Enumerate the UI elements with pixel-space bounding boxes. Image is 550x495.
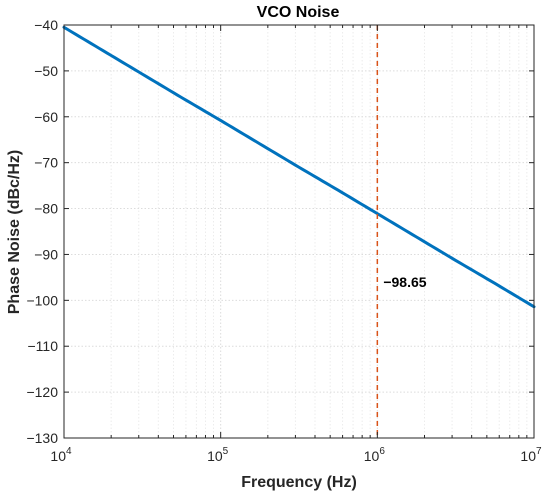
plot-frame xyxy=(63,24,535,439)
y-tick-label: −110 xyxy=(28,338,59,354)
y-tick-label: −40 xyxy=(34,17,58,33)
y-tick-label: −50 xyxy=(34,63,58,79)
y-axis-label: Phase Noise (dBc/Hz) xyxy=(6,150,23,314)
x-tick-label: 105 xyxy=(207,446,229,464)
y-tick-label: −80 xyxy=(34,201,58,217)
plot-area xyxy=(64,25,534,438)
grid xyxy=(63,24,534,439)
y-tick-label: −120 xyxy=(26,384,58,400)
x-tick-label: 106 xyxy=(364,446,386,464)
y-tick-label: −130 xyxy=(26,430,58,446)
annotation-layer: −98.65 xyxy=(383,274,426,290)
y-tick-label: −90 xyxy=(34,246,58,262)
y-tick-label: −70 xyxy=(34,155,58,171)
annotation-label: −98.65 xyxy=(383,274,426,290)
x-tick-label: 104 xyxy=(50,446,72,464)
series-line xyxy=(62,25,536,309)
y-tick-label: −100 xyxy=(26,292,58,308)
series-layer xyxy=(62,25,536,309)
x-tick-label: 107 xyxy=(520,446,542,464)
y-tick-label: −60 xyxy=(34,109,58,125)
chart-title: VCO Noise xyxy=(257,4,340,21)
x-axis-label: Frequency (Hz) xyxy=(241,474,357,491)
